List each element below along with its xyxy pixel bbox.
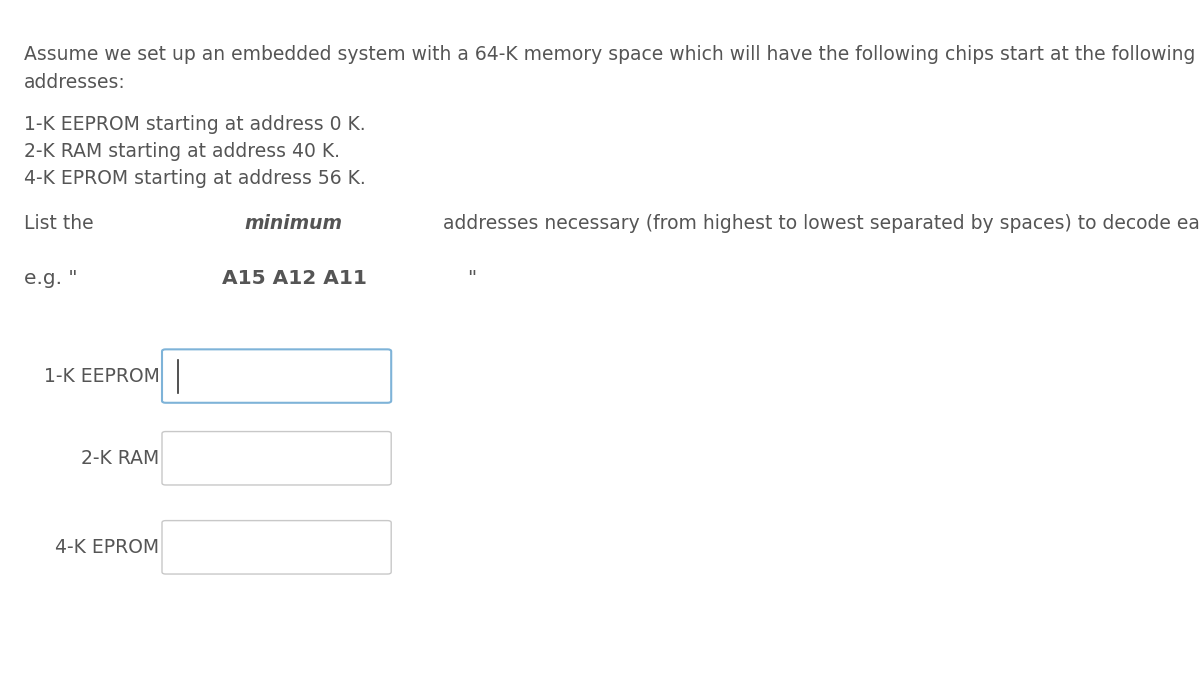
Text: 1-K EEPROM: 1-K EEPROM <box>43 366 160 386</box>
Text: List the: List the <box>24 214 100 233</box>
FancyBboxPatch shape <box>162 521 391 574</box>
Text: 1-K EEPROM starting at address 0 K.: 1-K EEPROM starting at address 0 K. <box>24 115 366 134</box>
Text: ": " <box>467 269 476 288</box>
FancyBboxPatch shape <box>162 432 391 485</box>
Text: Assume we set up an embedded system with a 64-K memory space which will have the: Assume we set up an embedded system with… <box>24 45 1195 64</box>
Text: 2-K RAM: 2-K RAM <box>82 449 160 468</box>
Text: 4-K EPROM: 4-K EPROM <box>55 538 160 557</box>
Text: minimum: minimum <box>245 214 342 233</box>
Text: 4-K EPROM starting at address 56 K.: 4-K EPROM starting at address 56 K. <box>24 169 366 188</box>
FancyBboxPatch shape <box>162 349 391 403</box>
Text: addresses necessary (from highest to lowest separated by spaces) to decode each : addresses necessary (from highest to low… <box>437 214 1200 233</box>
Text: A15 A12 A11: A15 A12 A11 <box>222 269 367 288</box>
Text: 2-K RAM starting at address 40 K.: 2-K RAM starting at address 40 K. <box>24 142 340 161</box>
Text: addresses:: addresses: <box>24 73 126 92</box>
Text: e.g. ": e.g. " <box>24 269 78 288</box>
